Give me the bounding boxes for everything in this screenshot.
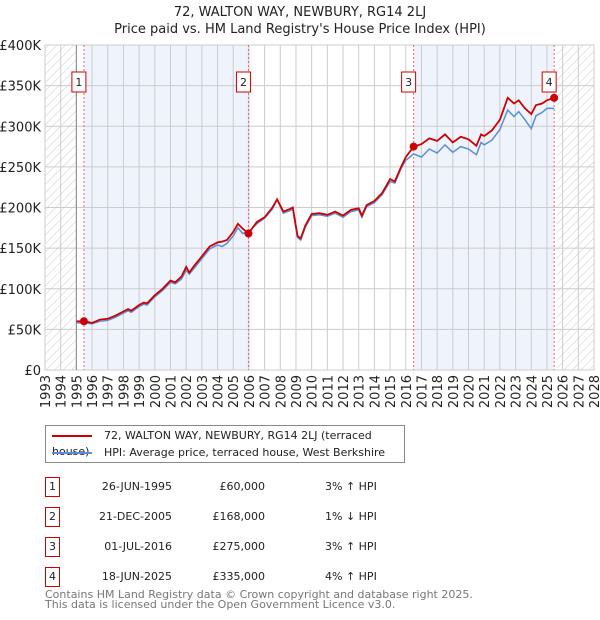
hpi-line-swatch bbox=[52, 452, 92, 454]
x-tick-label: 1995 bbox=[70, 375, 85, 408]
price-paid-line bbox=[76, 96, 555, 324]
sale-label-box bbox=[541, 71, 557, 93]
legend-hpi-label: HPI: Average price, terraced house, West… bbox=[104, 446, 386, 459]
sale-point bbox=[79, 317, 88, 326]
footer: Contains HM Land Registry data © Crown c… bbox=[45, 588, 473, 611]
transaction-hpi-diff: 3% ↑ HPI bbox=[325, 540, 377, 553]
x-tick-label: 2013 bbox=[353, 375, 368, 408]
transaction-hpi-diff: 1% ↓ HPI bbox=[325, 510, 377, 523]
x-tick-label: 2027 bbox=[572, 375, 587, 408]
x-tick-label: 2026 bbox=[557, 375, 572, 408]
x-tick-label: 2025 bbox=[541, 375, 556, 408]
x-tick-label: 2001 bbox=[164, 375, 179, 408]
x-tick-label: 2017 bbox=[415, 375, 430, 408]
y-tick-label: £250K bbox=[0, 161, 41, 176]
y-tick-label: £0 bbox=[24, 364, 41, 379]
transaction-price: £168,000 bbox=[212, 510, 266, 523]
x-tick-label: 2006 bbox=[243, 375, 258, 408]
transaction-price: £60,000 bbox=[219, 480, 266, 493]
x-tick-label: 2014 bbox=[368, 375, 383, 408]
transaction-marker: 4 bbox=[45, 567, 60, 587]
sale-point bbox=[244, 229, 253, 238]
x-tick-label: 2023 bbox=[510, 375, 525, 408]
y-tick-label: £200K bbox=[0, 202, 41, 217]
x-tick-label: 1998 bbox=[117, 375, 132, 408]
x-tick-label: 2010 bbox=[306, 375, 321, 408]
transaction-date: 26-JUN-1995 bbox=[101, 480, 172, 493]
x-tick-label: 2007 bbox=[259, 375, 274, 408]
x-tick-label: 2016 bbox=[400, 375, 415, 408]
footer-line-1: Contains HM Land Registry data © Crown c… bbox=[45, 588, 473, 601]
x-tick-label: 1994 bbox=[55, 375, 70, 408]
transaction-hpi-diff: 4% ↑ HPI bbox=[325, 570, 377, 583]
x-tick-label: 2028 bbox=[588, 375, 600, 408]
sale-label: 3 bbox=[405, 76, 412, 89]
x-tick-label: 2000 bbox=[149, 375, 164, 408]
transaction-date: 18-JUN-2025 bbox=[101, 570, 172, 583]
y-tick-label: £300K bbox=[0, 120, 41, 135]
y-tick-label: £400K bbox=[0, 39, 41, 54]
x-tick-label: 2015 bbox=[384, 375, 399, 408]
legend: 72, WALTON WAY, NEWBURY, RG14 2LJ (terra… bbox=[45, 425, 405, 463]
transaction-hpi-diff: 3% ↑ HPI bbox=[325, 480, 377, 493]
x-tick-label: 2018 bbox=[431, 375, 446, 408]
legend-item-price: 72, WALTON WAY, NEWBURY, RG14 2LJ (terra… bbox=[52, 428, 404, 458]
sale-label-box bbox=[71, 71, 87, 93]
transaction-marker: 3 bbox=[45, 537, 60, 557]
sale-label-box bbox=[235, 71, 251, 93]
transaction-row: 3 01-JUL-2016 £275,000 3% ↑ HPI bbox=[45, 537, 445, 557]
legend-item-hpi: HPI: Average price, terraced house, West… bbox=[52, 445, 385, 461]
plot-border bbox=[44, 44, 595, 371]
footer-line-2: This data is licensed under the Open Gov… bbox=[45, 598, 396, 611]
transaction-date: 01-JUL-2016 bbox=[104, 540, 172, 553]
x-tick-label: 2003 bbox=[196, 375, 211, 408]
legend-price-label: 72, WALTON WAY, NEWBURY, RG14 2LJ (terra… bbox=[52, 429, 372, 458]
sale-point bbox=[550, 93, 559, 102]
x-tick-label: 2019 bbox=[447, 375, 462, 408]
x-tick-label: 1997 bbox=[102, 375, 117, 408]
price-chart: £0 £50K £100K £150K £200K £250K £300K £350K £400… bbox=[0, 39, 600, 408]
x-tick-label: 2020 bbox=[463, 375, 478, 408]
x-tick-label: 2008 bbox=[274, 375, 289, 408]
chart-title: 72, WALTON WAY, NEWBURY, RG14 2LJ bbox=[173, 5, 427, 20]
x-tick-label: 2005 bbox=[227, 375, 242, 408]
sale-label-box bbox=[401, 71, 417, 93]
chart-subtitle: Price paid vs. HM Land Registry's House … bbox=[114, 22, 486, 37]
x-tick-label: 2002 bbox=[180, 375, 195, 408]
transaction-marker: 2 bbox=[45, 507, 60, 527]
transaction-marker: 1 bbox=[45, 477, 60, 497]
x-tick-label: 2022 bbox=[494, 375, 509, 408]
y-tick-label: £50K bbox=[8, 323, 42, 338]
x-tick-label: 2021 bbox=[478, 375, 493, 408]
sale-point bbox=[409, 142, 418, 151]
x-tick-label: 2009 bbox=[290, 375, 305, 408]
price-line-swatch bbox=[52, 435, 92, 437]
x-tick-label: 2004 bbox=[212, 375, 227, 408]
sale-label: 1 bbox=[75, 76, 82, 89]
sale-label: 4 bbox=[546, 76, 553, 89]
transaction-price: £275,000 bbox=[212, 540, 266, 553]
x-tick-label: 1996 bbox=[86, 375, 101, 408]
x-tick-label: 2011 bbox=[321, 375, 336, 408]
y-tick-label: £100K bbox=[0, 283, 41, 298]
x-tick-label: 1999 bbox=[133, 375, 148, 408]
x-tick-label: 2024 bbox=[525, 375, 540, 408]
transaction-row: 2 21-DEC-2005 £168,000 1% ↓ HPI bbox=[45, 507, 445, 527]
transaction-price: £335,000 bbox=[212, 570, 266, 583]
x-tick-label: 2012 bbox=[337, 375, 352, 408]
x-tick-label: 1993 bbox=[39, 375, 54, 408]
y-tick-label: £350K bbox=[0, 80, 41, 95]
transaction-row: 4 18-JUN-2025 £335,000 4% ↑ HPI bbox=[45, 567, 445, 587]
sale-label: 2 bbox=[240, 76, 247, 89]
transaction-row: 1 26-JUN-1995 £60,000 3% ↑ HPI bbox=[45, 477, 445, 497]
y-tick-label: £150K bbox=[0, 242, 41, 257]
transaction-date: 21-DEC-2005 bbox=[98, 510, 172, 523]
